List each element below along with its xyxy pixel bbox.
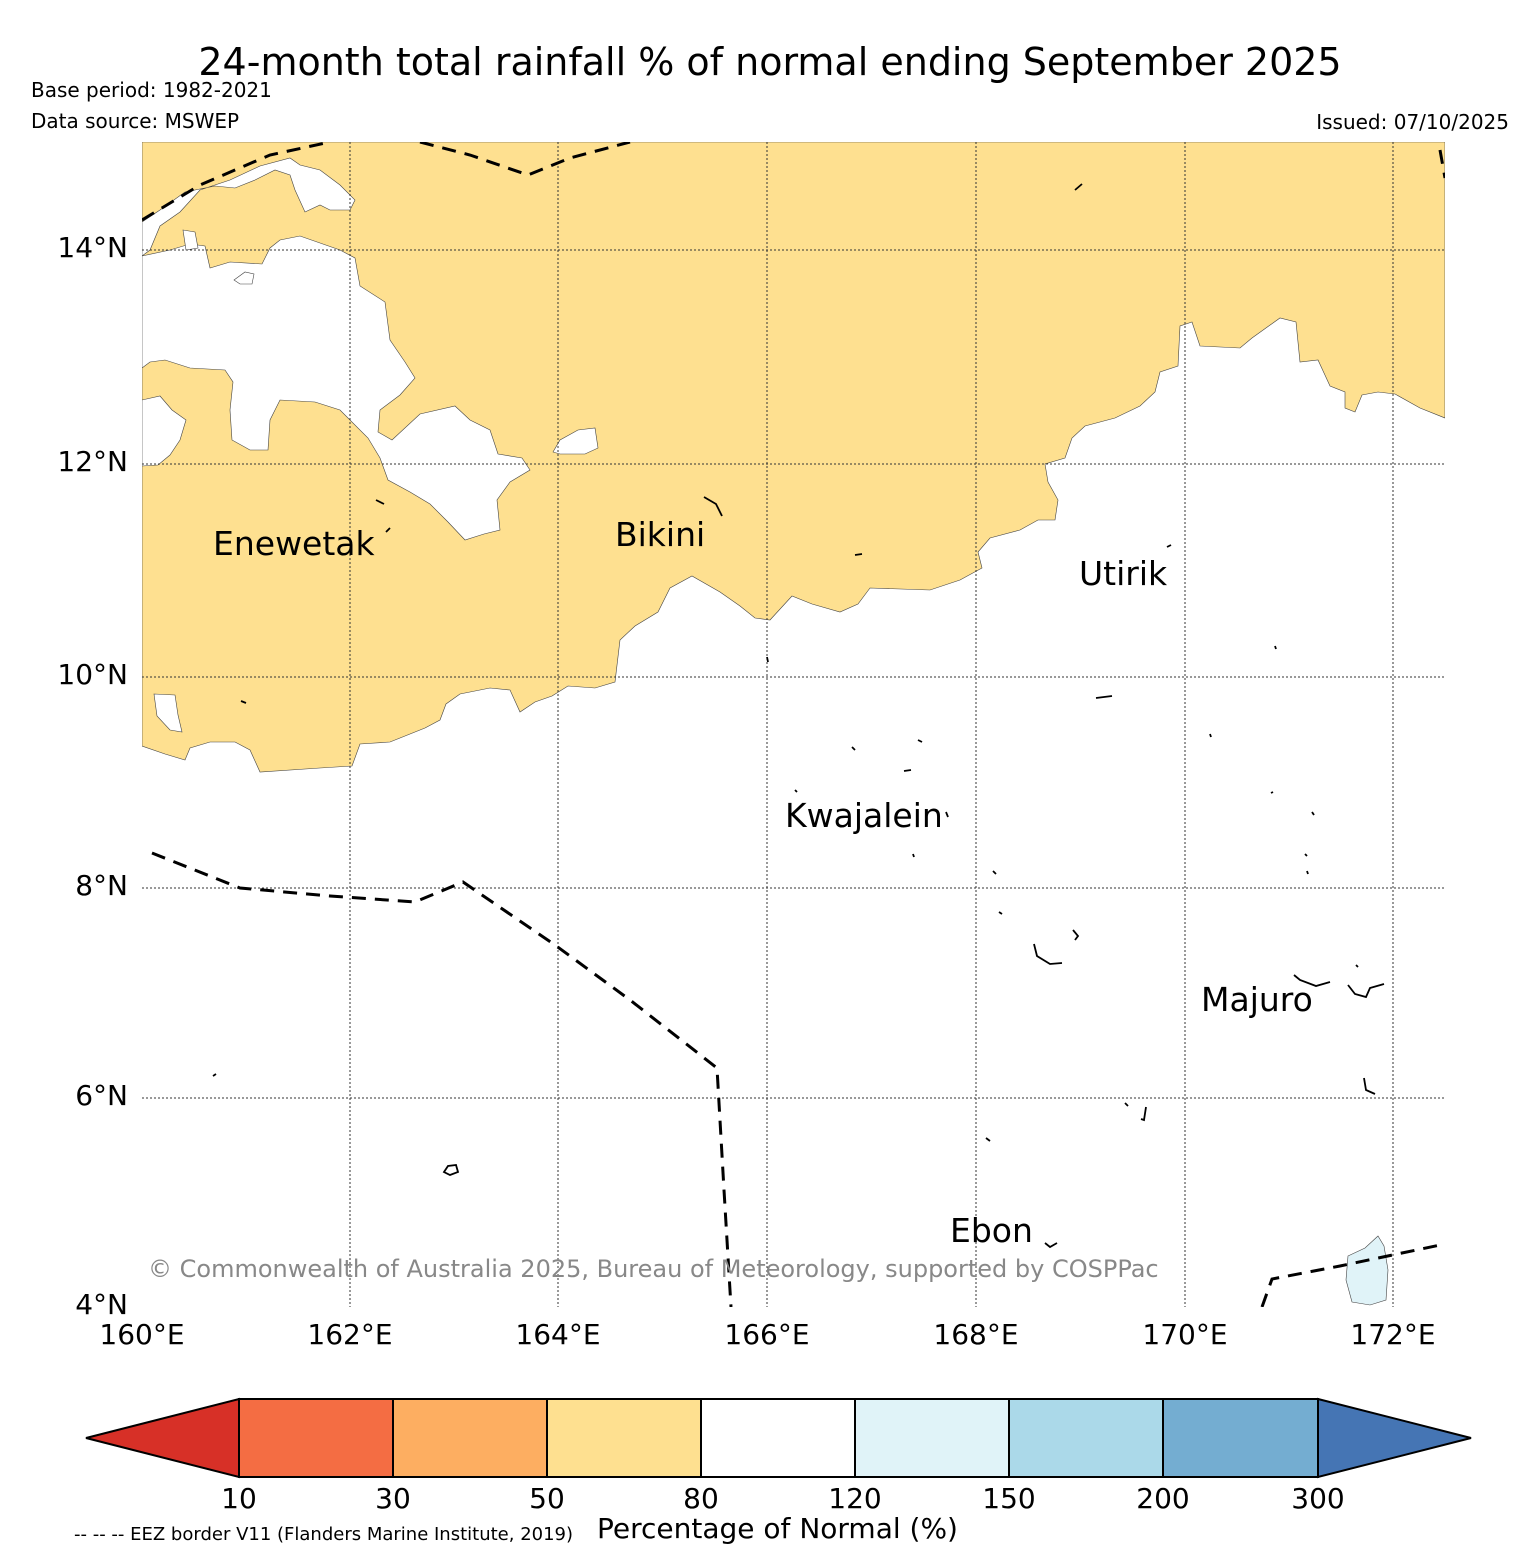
base-period: Base period: 1982-2021 — [31, 78, 272, 102]
issued-date: Issued: 07/10/2025 — [1316, 110, 1509, 134]
lon-label-172: 172°E — [1350, 1318, 1436, 1351]
colorbar-tick-200: 200 — [1136, 1482, 1190, 1515]
gridlines — [142, 142, 1445, 1307]
colorbar-segment-above-300 — [1317, 1397, 1472, 1479]
lon-label-170: 170°E — [1142, 1318, 1228, 1351]
white-patch — [233, 271, 255, 285]
lon-label-162: 162°E — [307, 1318, 393, 1351]
lat-label-14: 14°N — [57, 231, 128, 264]
lat-label-4: 4°N — [75, 1288, 128, 1321]
map-title: 24-month total rainfall % of normal endi… — [198, 40, 1342, 84]
white-patch — [142, 395, 187, 467]
white-patch — [182, 229, 199, 251]
lat-label-8: 8°N — [75, 869, 128, 902]
place-label-bikini: Bikini — [615, 515, 706, 554]
colorbar-segment-below-10 — [85, 1397, 240, 1479]
white-patch — [153, 693, 183, 733]
colorbar-segment-120-150 — [854, 1398, 1010, 1478]
place-label-majuro: Majuro — [1201, 980, 1313, 1019]
eez-border — [142, 142, 1445, 1307]
colorbar-tick-10: 10 — [221, 1482, 257, 1515]
lat-label-12: 12°N — [57, 445, 128, 478]
copyright-notice: © Commonwealth of Australia 2025, Bureau… — [148, 1255, 1159, 1283]
data-source: Data source: MSWEP — [31, 109, 240, 133]
place-label-ebon: Ebon — [950, 1211, 1033, 1250]
lat-label-6: 6°N — [75, 1079, 128, 1112]
lat-label-10: 10°N — [57, 658, 128, 691]
place-label-enewetak: Enewetak — [213, 524, 375, 563]
colorbar-title: Percentage of Normal (%) — [597, 1512, 958, 1545]
lon-label-160: 160°E — [99, 1318, 185, 1351]
eez-note: -- -- -- EEZ border V11 (Flanders Marine… — [74, 1524, 574, 1545]
colorbar-tick-30: 30 — [375, 1482, 411, 1515]
place-label-kwajalein: Kwajalein — [785, 796, 943, 835]
lon-label-168: 168°E — [933, 1318, 1019, 1351]
colorbar-segment-80-120 — [700, 1398, 856, 1478]
atolls — [212, 183, 1385, 1249]
lon-label-164: 164°E — [515, 1318, 601, 1351]
colorbar-tick-300: 300 — [1291, 1482, 1345, 1515]
colorbar — [85, 1397, 1472, 1479]
map-area — [142, 142, 1445, 1307]
colorbar-tick-80: 80 — [683, 1482, 719, 1515]
colorbar-tick-120: 120 — [828, 1482, 882, 1515]
lon-label-166: 166°E — [724, 1318, 810, 1351]
colorbar-segment-200-300 — [1162, 1398, 1319, 1478]
place-label-utirik: Utirik — [1079, 554, 1168, 593]
colorbar-segment-150-200 — [1008, 1398, 1164, 1478]
colorbar-segment-10-30 — [238, 1398, 394, 1478]
colorbar-segment-30-50 — [392, 1398, 548, 1478]
colorbar-tick-150: 150 — [982, 1482, 1036, 1515]
colorbar-segment-50-80 — [546, 1398, 702, 1478]
rainfall-region-120-150 — [1345, 1235, 1389, 1306]
white-patch — [552, 427, 599, 455]
colorbar-tick-50: 50 — [529, 1482, 565, 1515]
